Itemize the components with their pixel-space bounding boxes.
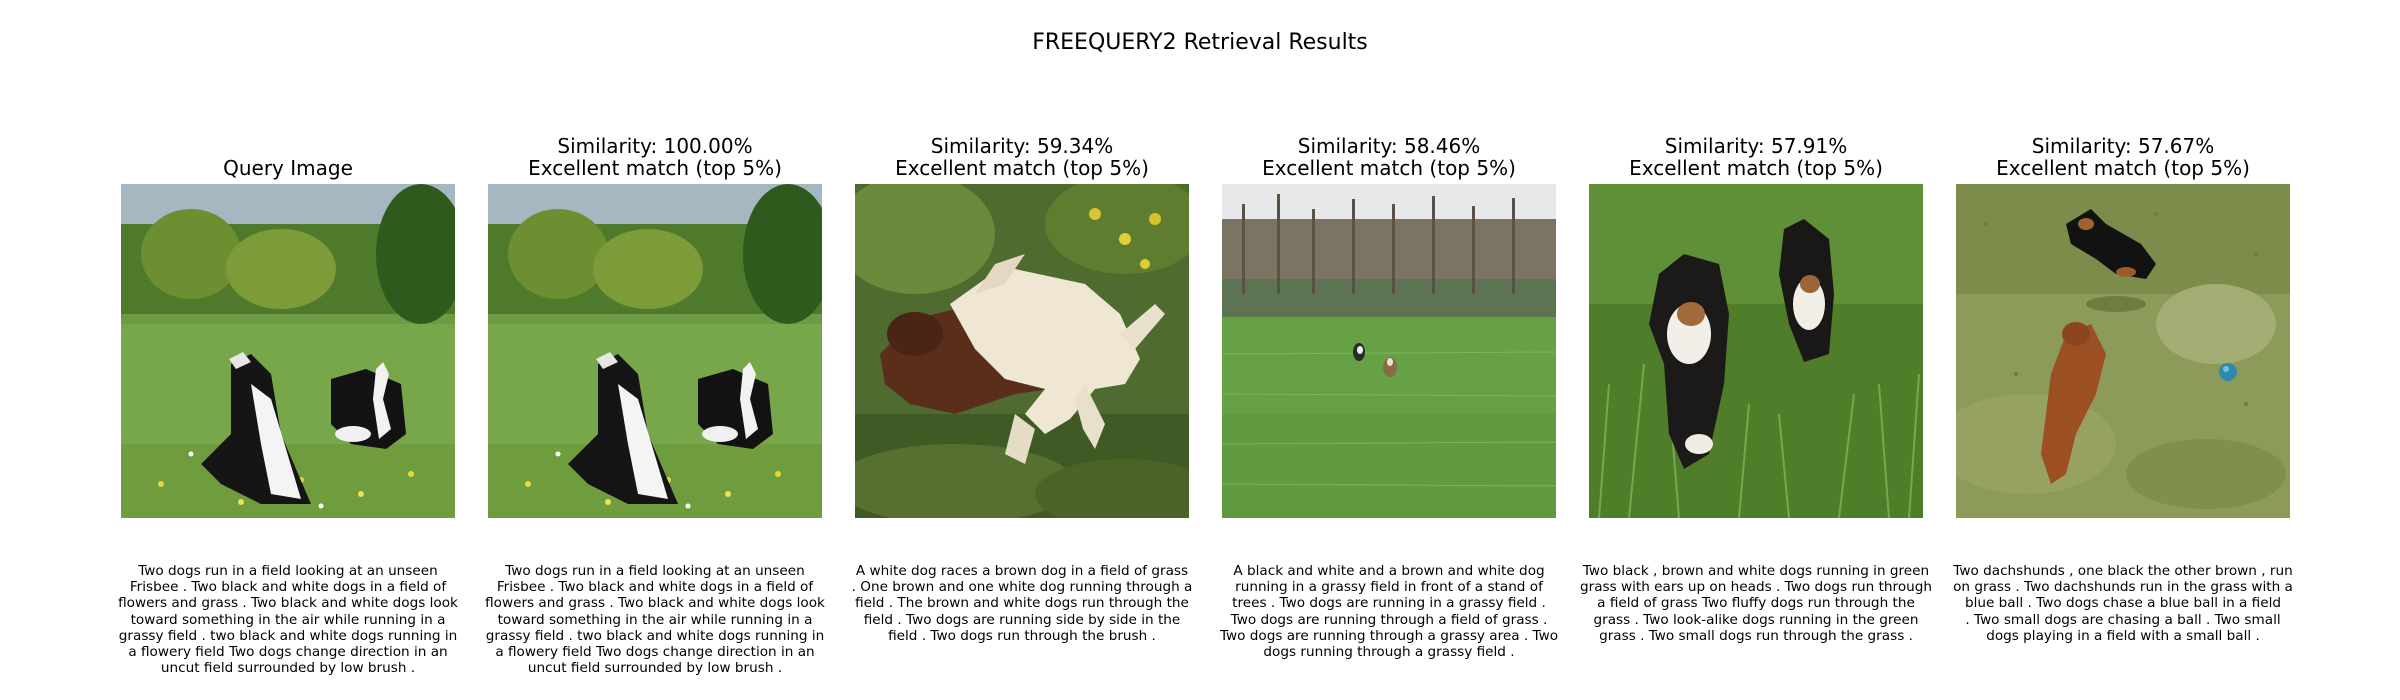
match-quality-label: Excellent match (top 5%)	[528, 156, 782, 180]
query-caption: Two dogs run in a field looking at an un…	[118, 563, 458, 677]
result-caption: Two dachshunds , one black the other bro…	[1953, 563, 2293, 644]
similarity-label: Similarity: 57.91%	[1664, 134, 1848, 158]
fluffy-dogs-photo	[1589, 184, 1923, 518]
result-panel: Similarity: 59.34% Excellent match (top …	[852, 0, 1193, 700]
panel-title: Similarity: 57.67% Excellent match (top …	[1926, 135, 2320, 179]
result-caption: Two black , brown and white dogs running…	[1579, 563, 1933, 644]
result-image	[1222, 184, 1556, 518]
dogs-in-brush-photo	[855, 184, 1189, 518]
similarity-label: Similarity: 59.34%	[930, 134, 1114, 158]
border-collies-photo	[488, 184, 822, 518]
result-image	[855, 184, 1189, 518]
result-panel: Similarity: 57.91% Excellent match (top …	[1580, 0, 1932, 700]
panel-title-line: Query Image	[223, 156, 353, 180]
match-quality-label: Excellent match (top 5%)	[1262, 156, 1516, 180]
match-quality-label: Excellent match (top 5%)	[1629, 156, 1883, 180]
dogs-in-open-field-photo	[1222, 184, 1556, 518]
similarity-label: Similarity: 100.00%	[557, 134, 753, 158]
match-quality-label: Excellent match (top 5%)	[1996, 156, 2250, 180]
result-caption: A black and white and a brown and white …	[1219, 563, 1559, 661]
result-panel: Similarity: 57.67% Excellent match (top …	[1953, 0, 2293, 700]
result-panel: Similarity: 100.00% Excellent match (top…	[485, 0, 825, 700]
result-caption: Two dogs run in a field looking at an un…	[485, 563, 825, 677]
match-quality-label: Excellent match (top 5%)	[895, 156, 1149, 180]
result-image	[1589, 184, 1923, 518]
query-panel: Query Image	[118, 0, 458, 700]
dachshunds-photo	[1956, 184, 2290, 518]
panel-title: Similarity: 58.46% Excellent match (top …	[1192, 135, 1586, 179]
query-image	[121, 184, 455, 518]
result-caption: A white dog races a brown dog in a field…	[851, 563, 1193, 644]
border-collies-photo	[121, 184, 455, 518]
result-image	[488, 184, 822, 518]
panel-title: Query Image	[91, 157, 485, 179]
panel-title: Similarity: 57.91% Excellent match (top …	[1559, 135, 1953, 179]
similarity-label: Similarity: 58.46%	[1297, 134, 1481, 158]
result-image	[1956, 184, 2290, 518]
result-panel: Similarity: 58.46% Excellent match (top …	[1220, 0, 1558, 700]
panel-title: Similarity: 59.34% Excellent match (top …	[825, 135, 1219, 179]
figure-title: FREEQUERY2 Retrieval Results	[1032, 30, 1368, 55]
panel-title: Similarity: 100.00% Excellent match (top…	[458, 135, 852, 179]
similarity-label: Similarity: 57.67%	[2031, 134, 2215, 158]
